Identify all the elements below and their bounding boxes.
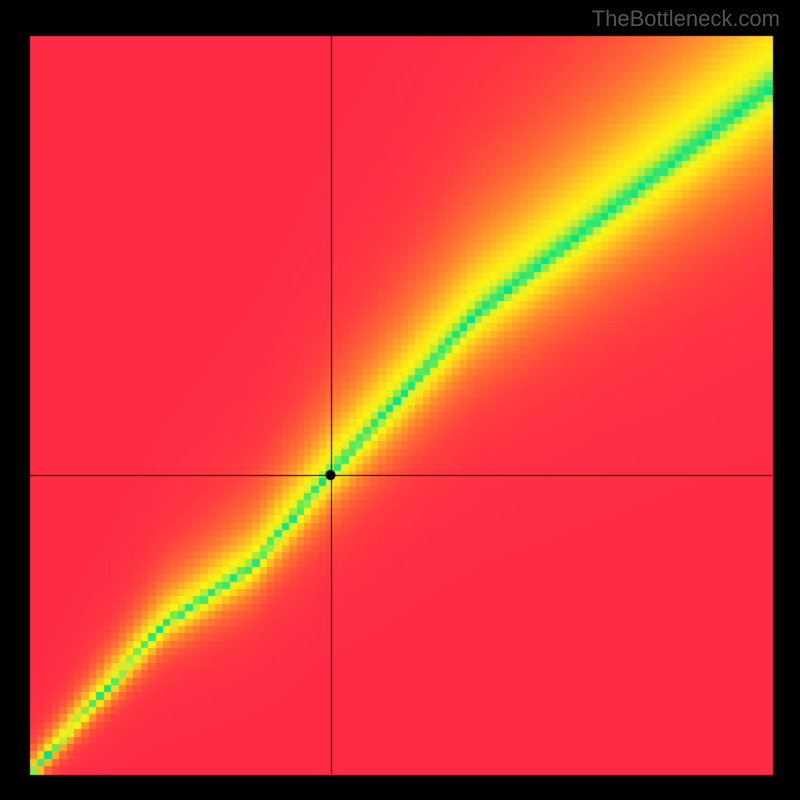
bottleneck-heatmap: [0, 0, 800, 800]
watermark-text: TheBottleneck.com: [592, 6, 780, 32]
